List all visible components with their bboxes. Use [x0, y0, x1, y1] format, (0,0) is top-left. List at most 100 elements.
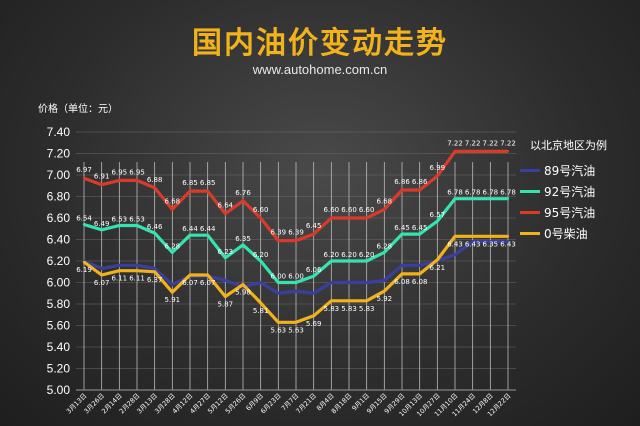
data-label: 6.37: [147, 276, 163, 284]
data-point: [294, 239, 298, 242]
data-label: 5.92: [377, 295, 393, 303]
data-point: [118, 179, 121, 182]
legend-label-89: 89号汽油: [544, 164, 596, 178]
data-label: 6.35: [483, 240, 499, 248]
data-label: 6.95: [112, 168, 128, 176]
data-point: [453, 235, 457, 238]
data-label: 6.78: [500, 189, 516, 197]
y-tick-label: 7.20: [47, 147, 71, 161]
data-point: [347, 281, 351, 284]
data-point: [100, 228, 103, 232]
data-point: [383, 251, 386, 254]
y-tick-label: 6.20: [47, 254, 71, 268]
data-point: [312, 314, 315, 318]
data-label: 6.11: [112, 275, 128, 283]
data-label: 6.95: [129, 168, 145, 176]
data-point: [506, 240, 510, 243]
data-label: 6.44: [182, 225, 198, 233]
data-label: 6.07: [182, 279, 198, 287]
data-label: 6.19: [76, 266, 92, 274]
data-point: [489, 197, 492, 200]
data-label: 5.63: [288, 326, 304, 334]
data-label: 6.86: [412, 178, 428, 186]
data-point: [118, 269, 121, 272]
data-point: [330, 281, 333, 284]
data-point: [453, 197, 457, 200]
data-label: 7.22: [500, 139, 516, 147]
data-point: [383, 289, 386, 293]
data-point: [135, 264, 139, 267]
data-point: [100, 183, 103, 186]
legend-item-0: 0号柴油: [520, 223, 595, 244]
data-label: 6.68: [377, 197, 393, 205]
data-label: 6.91: [94, 173, 110, 181]
data-label: 6.00: [288, 273, 304, 281]
data-point: [241, 199, 245, 202]
data-point: [153, 186, 156, 190]
data-point: [135, 179, 139, 182]
data-label: 6.78: [465, 189, 481, 197]
data-point: [259, 281, 262, 284]
data-point: [171, 208, 174, 211]
data-point: [489, 235, 492, 238]
data-point: [206, 234, 209, 237]
data-label: 6.60: [341, 206, 357, 214]
data-point: [471, 235, 474, 238]
data-point: [82, 260, 86, 264]
data-point: [118, 264, 121, 267]
data-label: 7.22: [483, 139, 499, 147]
data-label: 6.88: [147, 176, 163, 184]
data-point: [224, 256, 227, 259]
data-point: [206, 189, 209, 193]
data-label: 5.83: [324, 305, 340, 313]
data-point: [312, 292, 315, 295]
data-label: 6.53: [129, 216, 145, 224]
data-point: [418, 232, 421, 236]
data-label: 6.97: [76, 166, 92, 174]
data-label: 6.57: [430, 211, 446, 219]
data-point: [153, 231, 156, 235]
data-label: 6.46: [147, 223, 163, 231]
data-point: [135, 269, 139, 272]
data-label: 6.20: [359, 251, 375, 259]
y-tick-label: 6.80: [47, 190, 71, 204]
legend-swatch-95: [520, 211, 540, 214]
y-axis-label: 价格（单位：元）: [38, 104, 118, 115]
data-point: [277, 292, 280, 295]
data-point: [171, 283, 174, 286]
data-point: [400, 264, 404, 267]
data-label: 6.45: [412, 224, 428, 232]
chart-title: 国内油价变动走势: [192, 26, 448, 61]
data-point: [153, 270, 156, 273]
data-point: [171, 251, 174, 254]
data-point: [330, 299, 333, 302]
legend-label-95: 95号汽油: [544, 206, 596, 220]
data-point: [453, 253, 457, 256]
data-label: 5.83: [341, 305, 357, 313]
data-label: 6.64: [218, 202, 234, 210]
data-label: 6.20: [341, 251, 357, 259]
data-point: [436, 258, 439, 262]
data-point: [294, 281, 298, 284]
data-point: [365, 216, 368, 220]
data-point: [100, 273, 103, 277]
data-point: [312, 274, 315, 278]
data-point: [436, 220, 439, 223]
data-point: [347, 216, 351, 220]
data-label: 6.39: [288, 229, 304, 237]
y-tick-label: 6.40: [47, 233, 71, 247]
y-tick-label: 5.20: [47, 362, 71, 376]
data-point: [294, 289, 298, 293]
y-tick-label: 6.60: [47, 211, 71, 225]
data-label: 6.28: [377, 242, 393, 250]
data-label: 5.69: [306, 320, 322, 328]
data-label: 6.43: [500, 240, 516, 248]
data-point: [153, 267, 156, 270]
data-label: 6.07: [94, 279, 110, 287]
data-label: 6.08: [394, 278, 410, 286]
data-point: [188, 273, 192, 277]
data-point: [118, 224, 121, 227]
data-label: 6.76: [235, 189, 251, 197]
data-point: [206, 273, 209, 277]
